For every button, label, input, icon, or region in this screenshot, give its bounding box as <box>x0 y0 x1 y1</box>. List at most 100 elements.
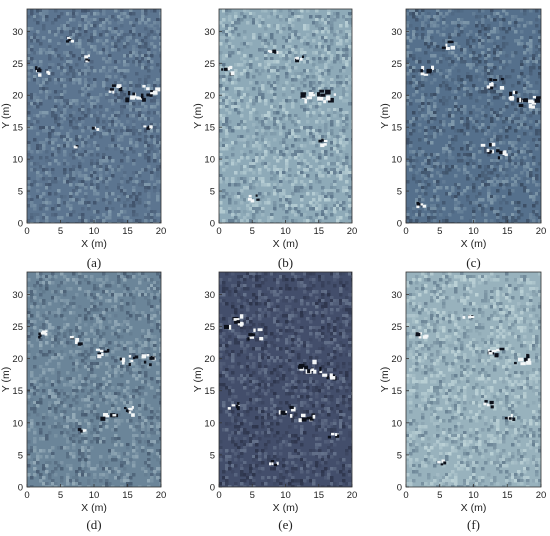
heatmap-cell <box>105 108 109 112</box>
heatmap-cell <box>514 183 518 187</box>
heatmap-cell <box>330 207 334 211</box>
anomaly-mark <box>301 93 306 97</box>
heatmap-cell <box>475 195 479 199</box>
heatmap-cell <box>54 410 58 414</box>
heatmap-cell <box>117 186 121 190</box>
heatmap-cell <box>153 123 157 127</box>
heatmap-cell <box>240 96 244 100</box>
heatmap-cell <box>123 75 127 79</box>
heatmap-cell <box>99 428 103 432</box>
heatmap-cell <box>117 135 121 139</box>
heatmap-cell <box>66 287 70 291</box>
heatmap-cell <box>454 90 458 94</box>
heatmap-cell <box>457 57 461 61</box>
heatmap-cell <box>132 395 136 399</box>
heatmap-cell <box>327 30 331 34</box>
heatmap-cell <box>63 338 67 342</box>
heatmap-cell <box>141 329 145 333</box>
heatmap-cell <box>30 27 34 31</box>
heatmap-cell <box>294 150 298 154</box>
heatmap-cell <box>78 431 82 435</box>
heatmap-cell <box>66 222 70 223</box>
heatmap-cell <box>126 33 130 37</box>
heatmap-cell <box>60 36 64 40</box>
heatmap-cell <box>300 99 304 103</box>
heatmap-cell <box>63 24 67 28</box>
heatmap-cell <box>442 162 446 166</box>
heatmap-cell <box>30 183 34 187</box>
heatmap-cell <box>412 66 416 70</box>
heatmap-cell <box>339 81 343 85</box>
heatmap-cell <box>66 299 70 303</box>
heatmap-cell <box>72 419 76 423</box>
heatmap-cell <box>159 422 161 426</box>
heatmap-cell <box>120 419 124 423</box>
heatmap-cell <box>135 452 139 456</box>
heatmap-cell <box>475 57 479 61</box>
heatmap-cell <box>87 42 91 46</box>
heatmap-cell <box>312 207 316 211</box>
heatmap-cell <box>300 102 304 106</box>
heatmap-cell <box>138 347 142 351</box>
heatmap-cell <box>535 210 539 214</box>
heatmap-cell <box>520 42 524 46</box>
heatmap-cell <box>264 33 268 37</box>
heatmap-cell <box>72 452 76 456</box>
heatmap-cell <box>412 111 416 115</box>
heatmap-cell <box>342 54 346 58</box>
heatmap-cell <box>78 21 82 25</box>
heatmap-cell <box>523 90 527 94</box>
heatmap-cell <box>273 66 277 70</box>
heatmap-cell <box>484 105 488 109</box>
heatmap-cell <box>219 174 223 178</box>
heatmap-cell <box>255 81 259 85</box>
heatmap-cell <box>75 168 79 172</box>
anomaly-mark <box>65 40 70 43</box>
heatmap-cell <box>469 30 473 34</box>
heatmap-cell <box>111 407 115 411</box>
heatmap-cell <box>147 183 151 187</box>
heatmap-cell <box>102 213 106 217</box>
heatmap-cell <box>523 114 527 118</box>
heatmap-cell <box>45 341 49 345</box>
heatmap-cell <box>511 216 515 220</box>
heatmap-cell <box>54 9 58 13</box>
heatmap-cell <box>339 96 343 100</box>
heatmap-cell <box>39 455 43 459</box>
heatmap-cell <box>342 99 346 103</box>
heatmap-cell <box>126 132 130 136</box>
heatmap-cell <box>159 377 161 381</box>
heatmap-cell <box>273 9 277 13</box>
heatmap-cell <box>126 216 130 220</box>
heatmap-cell <box>406 216 410 220</box>
heatmap-cell <box>105 416 109 420</box>
x-tick-label: 10 <box>280 226 291 237</box>
heatmap-cell <box>433 24 437 28</box>
heatmap-cell <box>442 201 446 205</box>
heatmap-cell <box>72 440 76 444</box>
heatmap-cell <box>538 132 541 136</box>
heatmap-cell <box>273 138 277 142</box>
heatmap-cell <box>412 78 416 82</box>
heatmap-cell <box>63 290 67 294</box>
heatmap-cell <box>48 162 52 166</box>
heatmap-cell <box>69 332 73 336</box>
heatmap-cell <box>240 120 244 124</box>
heatmap-cell <box>288 33 292 37</box>
heatmap-cell <box>114 392 118 396</box>
heatmap-cell <box>421 33 425 37</box>
heatmap-cell <box>66 446 70 450</box>
heatmap-cell <box>87 296 91 300</box>
heatmap-cell <box>129 147 133 151</box>
heatmap-cell <box>93 338 97 342</box>
heatmap-cell <box>276 72 280 76</box>
heatmap-cell <box>93 81 97 85</box>
heatmap-cell <box>39 329 43 333</box>
heatmap-cell <box>270 12 274 16</box>
heatmap-cell <box>144 219 148 223</box>
heatmap-cell <box>255 159 259 163</box>
heatmap-cell <box>147 51 151 55</box>
heatmap-cell <box>312 102 316 106</box>
heatmap-cell <box>96 159 100 163</box>
heatmap-cell <box>303 36 307 40</box>
